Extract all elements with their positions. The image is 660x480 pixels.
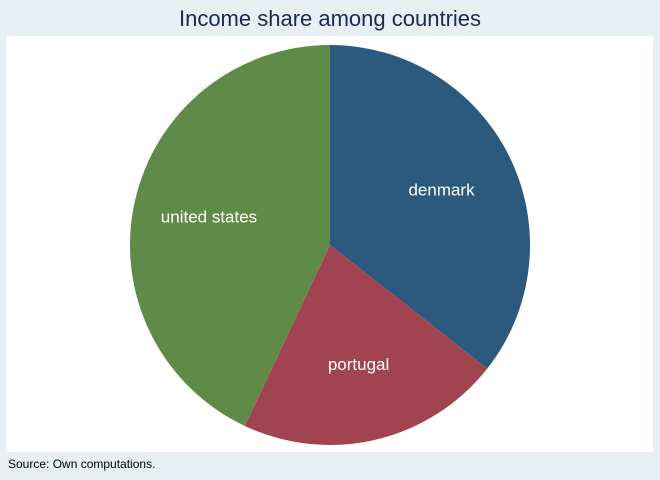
source-note: Source: Own computations. [8, 457, 156, 471]
pie-slice-denmark [330, 45, 531, 369]
pie-slices [130, 45, 531, 445]
slice-label-portugal: portugal [328, 355, 389, 374]
chart-title: Income share among countries [178, 6, 482, 31]
pie-slice-united-states [130, 45, 330, 426]
pie-slice-portugal [244, 245, 488, 445]
slice-label-denmark: denmark [408, 180, 475, 199]
pie-labels: denmark portugal united states [161, 180, 475, 374]
slice-label-united-states: united states [161, 207, 257, 226]
